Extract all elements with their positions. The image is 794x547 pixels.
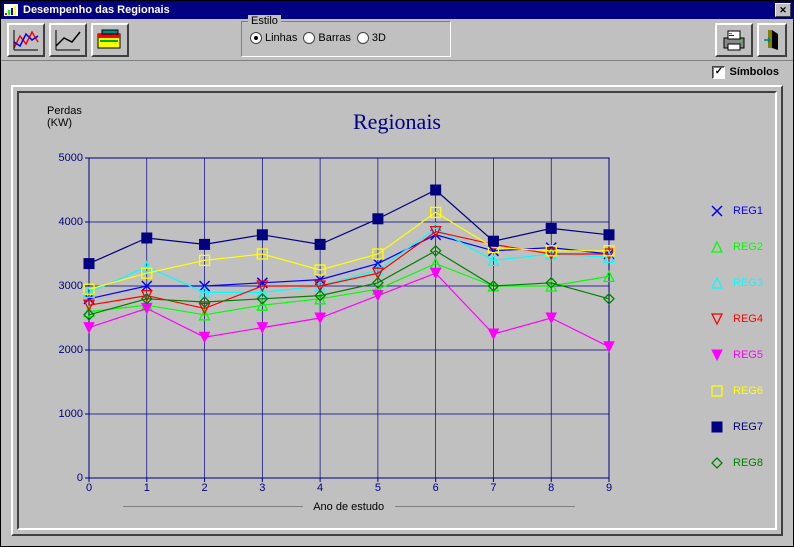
chart-inner: Perdas (KW) Regionais 010002000300040005… bbox=[17, 91, 777, 531]
radio-3d[interactable]: 3D bbox=[357, 32, 386, 44]
chart-style2-button[interactable] bbox=[49, 23, 87, 57]
legend-item: REG7 bbox=[709, 409, 763, 445]
exit-button[interactable] bbox=[757, 23, 787, 57]
toolbar: Estilo Linhas Barras 3D bbox=[1, 19, 793, 61]
print-button[interactable] bbox=[715, 23, 753, 57]
symbols-checkbox[interactable]: ✓ Símbolos bbox=[712, 66, 779, 79]
window-title: Desempenho das Regionais bbox=[23, 4, 775, 16]
legend-label: REG2 bbox=[733, 241, 763, 253]
chart-style1-button[interactable] bbox=[7, 23, 45, 57]
legend: REG1 REG2 REG3 REG4 REG5 REG6 REG7 REG8 bbox=[709, 193, 763, 481]
legend-label: REG8 bbox=[733, 457, 763, 469]
chart-style3-button[interactable] bbox=[91, 23, 129, 57]
symbols-row: ✓ Símbolos bbox=[1, 61, 793, 83]
radio-3d-label: 3D bbox=[372, 32, 386, 44]
radio-linhas[interactable]: Linhas bbox=[250, 32, 297, 44]
legend-item: REG8 bbox=[709, 445, 763, 481]
estilo-legend: Estilo bbox=[248, 15, 281, 27]
legend-item: REG2 bbox=[709, 229, 763, 265]
close-button[interactable]: ✕ bbox=[775, 3, 791, 17]
radio-barras[interactable]: Barras bbox=[303, 32, 350, 44]
legend-item: REG4 bbox=[709, 301, 763, 337]
radio-barras-label: Barras bbox=[318, 32, 350, 44]
legend-item: REG1 bbox=[709, 193, 763, 229]
legend-label: REG7 bbox=[733, 421, 763, 433]
radio-linhas-label: Linhas bbox=[265, 32, 297, 44]
legend-item: REG3 bbox=[709, 265, 763, 301]
x-axis-label: Ano de estudo bbox=[89, 501, 609, 513]
app-icon bbox=[3, 3, 19, 17]
chart-panel: Perdas (KW) Regionais 010002000300040005… bbox=[11, 85, 783, 537]
chart-title: Regionais bbox=[19, 109, 775, 135]
estilo-group: Estilo Linhas Barras 3D bbox=[241, 21, 451, 57]
window: Desempenho das Regionais ✕ bbox=[0, 0, 794, 547]
titlebar: Desempenho das Regionais ✕ bbox=[1, 1, 793, 19]
legend-item: REG5 bbox=[709, 337, 763, 373]
legend-item: REG6 bbox=[709, 373, 763, 409]
plot-area: 0100020003000400050000123456789 bbox=[89, 158, 609, 478]
legend-label: REG5 bbox=[733, 349, 763, 361]
symbols-label: Símbolos bbox=[729, 66, 779, 78]
legend-label: REG6 bbox=[733, 385, 763, 397]
legend-label: REG3 bbox=[733, 277, 763, 289]
legend-label: REG1 bbox=[733, 205, 763, 217]
legend-label: REG4 bbox=[733, 313, 763, 325]
